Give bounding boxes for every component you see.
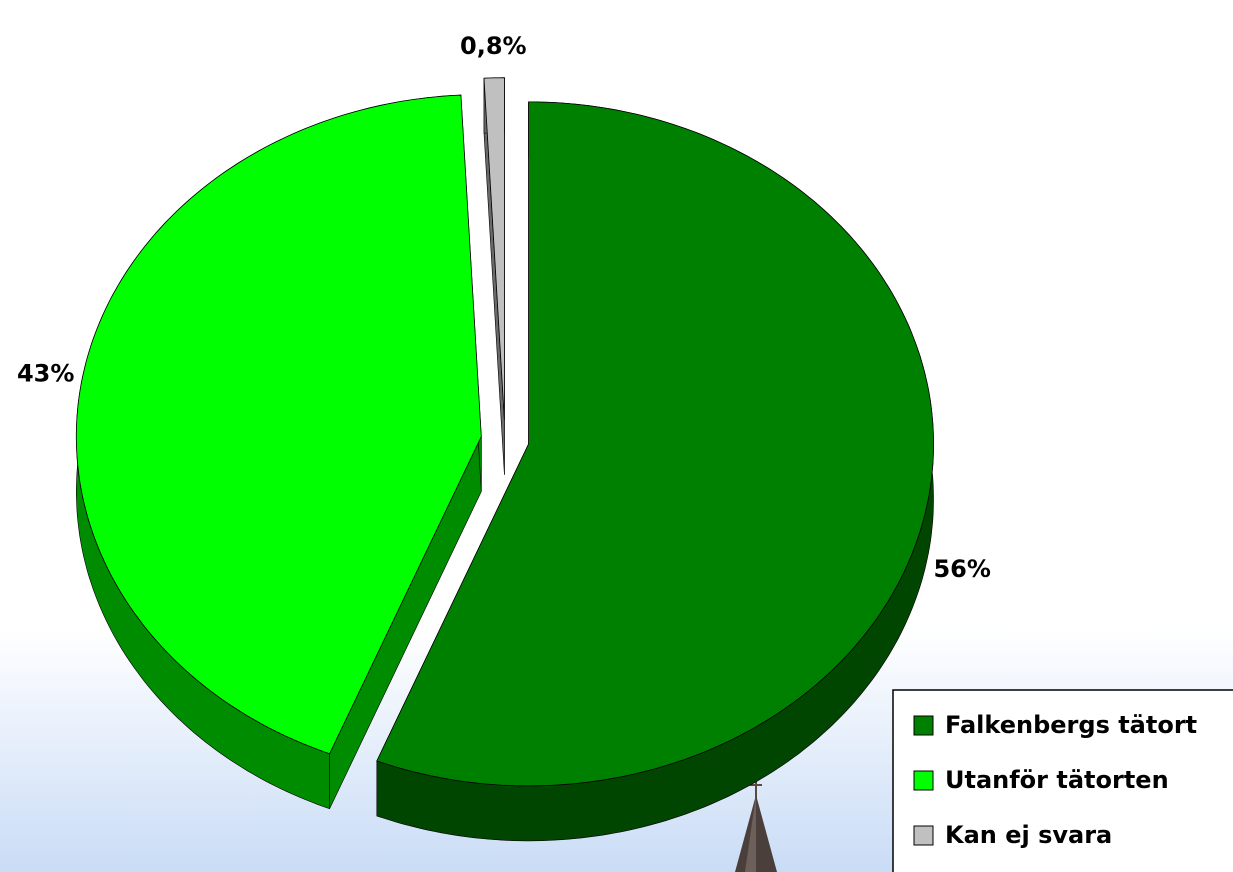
legend-label: Falkenbergs tätort (945, 711, 1197, 739)
legend-swatch (913, 825, 934, 846)
data-label: 56% (933, 555, 990, 583)
legend: Falkenbergs tätort Utanför tätorten Kan ej… (892, 689, 1233, 872)
legend-box (892, 689, 1233, 872)
legend-swatch (913, 770, 934, 791)
data-label: 0,8% (460, 32, 527, 60)
slice (483, 77, 505, 420)
data-labels: 56% 43% 0,8% (17, 32, 991, 583)
data-label: 43% (17, 360, 74, 388)
legend-label: Utanför tätorten (945, 766, 1169, 794)
slice (75, 94, 482, 755)
legend-swatch (913, 715, 934, 736)
legend-label: Kan ej svara (945, 821, 1112, 849)
legend-entries: Falkenbergs tätort Utanför tätorten Kan ej… (913, 711, 1197, 849)
pie (75, 77, 934, 842)
slice (376, 101, 934, 787)
